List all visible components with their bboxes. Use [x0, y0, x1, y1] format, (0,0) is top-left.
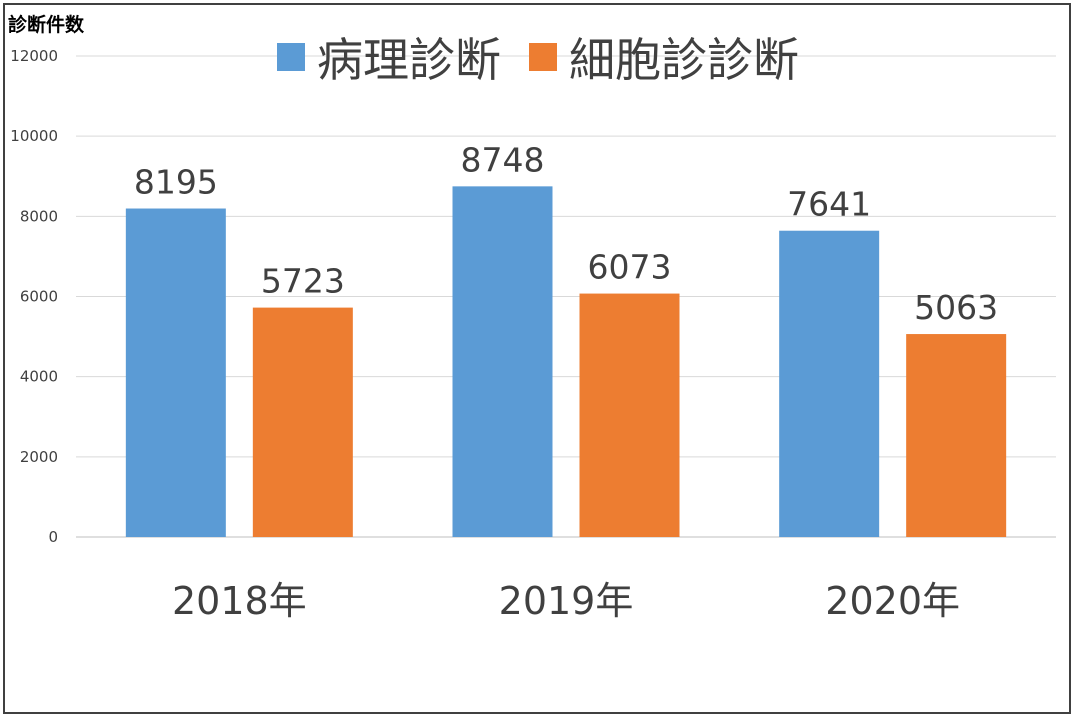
- legend-item-series-0: 病理診断: [277, 24, 501, 90]
- bar-series-1-0: [252, 307, 353, 537]
- legend-label-series-0: 病理診断: [317, 33, 501, 87]
- x-tick-label: 2019年: [499, 579, 634, 623]
- legend-item-series-1: 細胞診診断: [529, 24, 799, 90]
- x-tick-label: 2018年: [172, 579, 307, 623]
- data-label-series-0-2: 7641: [787, 185, 871, 224]
- y-tick-label: 6000: [20, 288, 58, 306]
- y-tick-label: 2000: [20, 448, 58, 466]
- legend: 病理診断 細胞診診断: [0, 24, 1076, 90]
- grid: [76, 55, 1056, 538]
- legend-swatch-series-1: [529, 43, 557, 71]
- y-tick-label: 4000: [20, 368, 58, 386]
- legend-label-series-1: 細胞診診断: [569, 33, 799, 87]
- y-tick-label: 0: [48, 528, 58, 546]
- y-tick-label: 8000: [20, 207, 58, 225]
- bar-series-0-2: [779, 230, 880, 537]
- data-label-series-0-1: 8748: [461, 140, 545, 179]
- y-axis-label: 診断件数: [8, 14, 85, 36]
- bars: [125, 186, 1007, 537]
- y-tick-label: 12000: [10, 47, 58, 65]
- legend-swatch-series-0: [277, 43, 305, 71]
- bar-series-1-1: [579, 293, 680, 537]
- data-label-series-1-2: 5063: [914, 288, 998, 327]
- y-tick-labels: 0 2000 4000 6000 8000 10000 12000: [10, 47, 58, 546]
- data-label-series-1-0: 5723: [261, 262, 345, 301]
- y-tick-label: 10000: [10, 127, 58, 145]
- data-label-series-1-1: 6073: [588, 248, 672, 287]
- data-labels: 8195 5723 8748 6073 7641 5063: [134, 140, 998, 327]
- data-label-series-0-0: 8195: [134, 163, 218, 202]
- x-tick-label: 2020年: [825, 579, 960, 623]
- x-tick-labels: 2018年 2019年 2020年: [172, 579, 960, 623]
- bar-series-1-2: [906, 334, 1007, 537]
- bar-series-0-0: [125, 208, 226, 537]
- bar-series-0-1: [452, 186, 553, 537]
